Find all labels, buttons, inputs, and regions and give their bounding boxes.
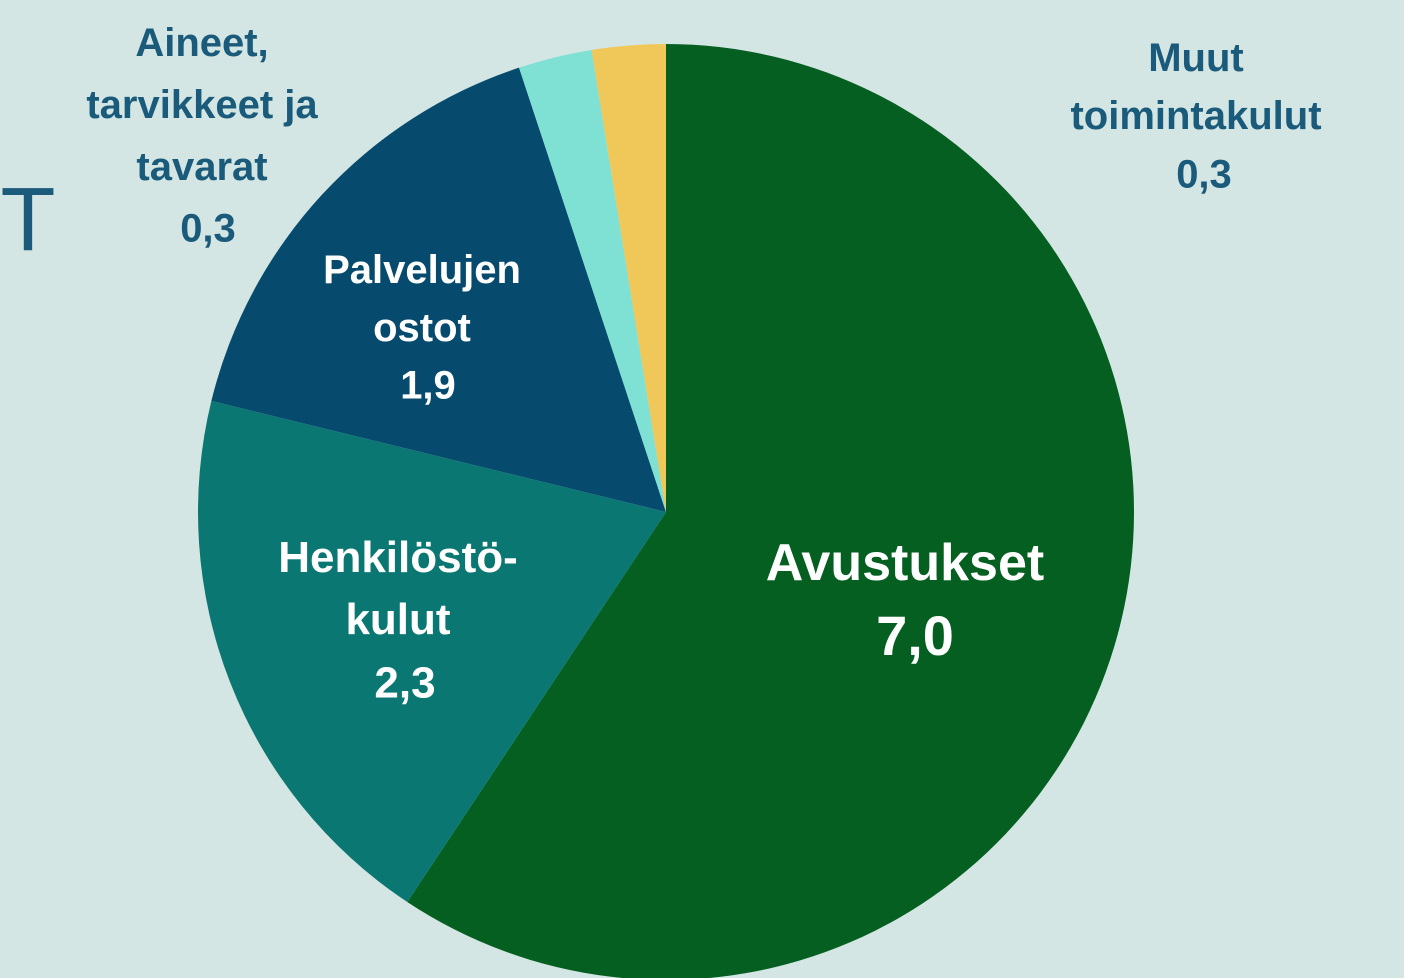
slice-label: Aineet, tarvikkeet ja tavarat <box>86 21 318 189</box>
slice-value-label: 1,9 <box>400 364 456 408</box>
slice-value-label: 7,0 <box>876 604 954 667</box>
slice-label: Palvelujen ostot <box>323 248 521 350</box>
slice-value-label: 0,3 <box>1176 153 1232 197</box>
pie-slice <box>519 49 666 513</box>
edge-text: T <box>1 170 56 270</box>
slice-label: Henkilöstö-kulut <box>278 533 518 644</box>
slice-label: Muut toimintakulut <box>1070 36 1321 138</box>
pie-slice <box>407 44 1134 978</box>
slice-label: Avustukset <box>766 534 1044 592</box>
pie-slice <box>591 44 666 512</box>
slice-value-label: 2,3 <box>374 659 435 708</box>
pie-slice <box>211 67 667 513</box>
pie-slice <box>197 400 666 902</box>
slice-value-label: 0,3 <box>180 207 236 251</box>
